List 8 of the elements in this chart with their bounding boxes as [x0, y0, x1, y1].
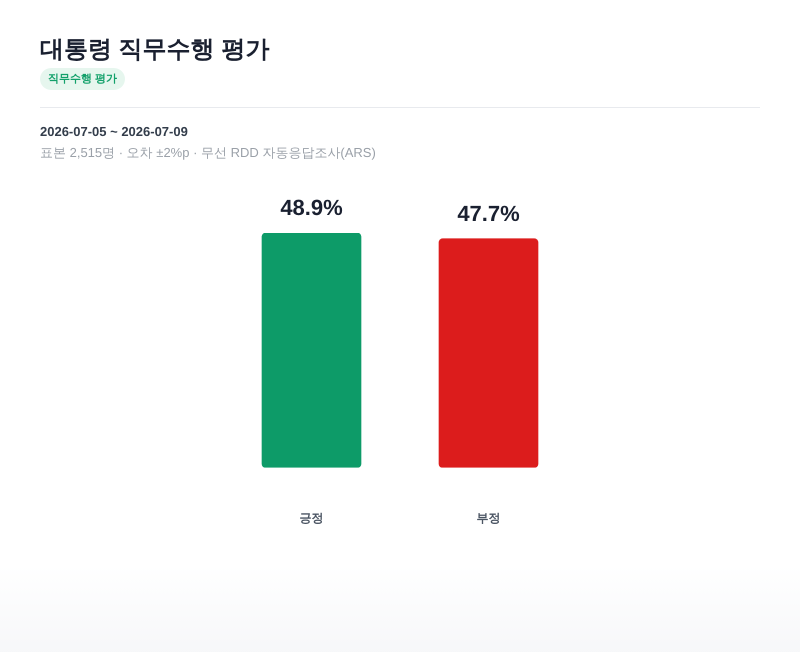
text: 표본 2,515명 · 오차 ±2%p · 무선 RDD 자동응답조사(ARS) — [40, 144, 376, 162]
text: 2026-07-05 ~ 2026-07-09 — [40, 123, 189, 141]
x-tick-label: 긍정 — [300, 511, 324, 526]
data-label: 47.7% — [457, 200, 520, 226]
badge: 직무수행 평가 — [40, 68, 126, 90]
x-tick-label: 부정 — [476, 511, 500, 526]
chart-title: 대통령 직무수행 평가 — [40, 35, 270, 65]
data-label: 48.9% — [280, 195, 343, 220]
